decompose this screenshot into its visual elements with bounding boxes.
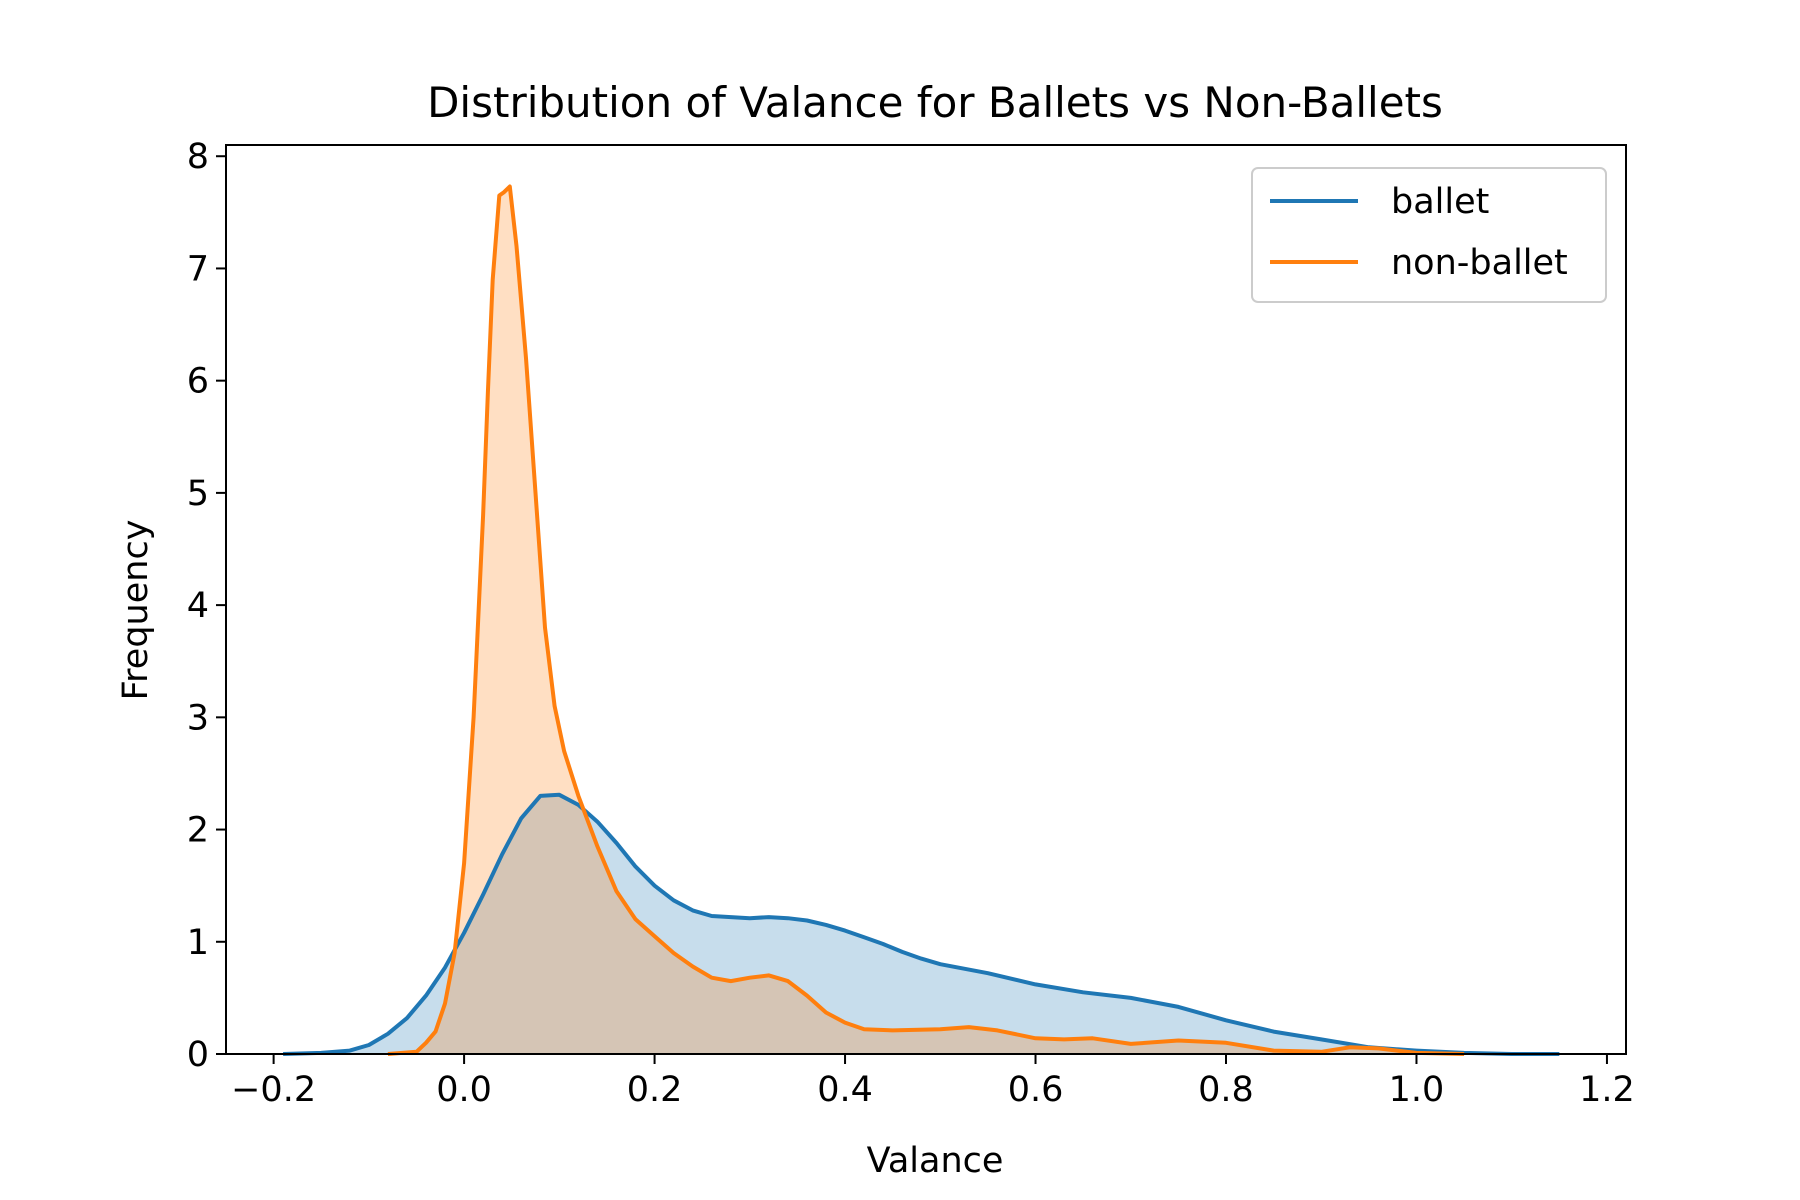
series-area-non-ballet	[387, 186, 1465, 1054]
y-tick-label: 6	[187, 362, 209, 402]
x-tick-label: 0.4	[817, 1070, 873, 1110]
y-tick-label: 2	[187, 811, 209, 851]
legend: ballet non-ballet	[1251, 167, 1607, 303]
x-tick-label: 1.2	[1579, 1070, 1635, 1110]
x-tick-label: 0.2	[627, 1070, 683, 1110]
plot-fill-layer	[283, 186, 1560, 1054]
plot-area-frame	[225, 144, 1627, 1055]
x-tick-label: 0.0	[436, 1070, 492, 1110]
x-axis-label: Valance	[867, 1141, 1004, 1181]
y-tick-label: 8	[187, 137, 209, 177]
series-line-ballet	[283, 792, 1560, 1056]
y-tick-label: 3	[187, 698, 209, 738]
y-axis-ticks: 0 1 2 3 4 5 6 7 8	[187, 137, 226, 1075]
plot-line-layer	[283, 184, 1560, 1056]
legend-label-ballet: ballet	[1391, 182, 1489, 222]
y-axis-label: Frequency	[116, 520, 156, 701]
chart-title: Distribution of Valance for Ballets vs N…	[427, 78, 1443, 127]
x-tick-label: −0.2	[231, 1070, 316, 1110]
x-tick-label: 0.6	[1008, 1070, 1064, 1110]
y-tick-label: 1	[187, 923, 209, 963]
x-tick-label: 1.0	[1389, 1070, 1445, 1110]
x-tick-label: 0.8	[1198, 1070, 1254, 1110]
series-line-non-ballet	[387, 184, 1465, 1056]
y-tick-label: 0	[187, 1035, 209, 1075]
y-tick-label: 4	[187, 586, 209, 626]
legend-label-non-ballet: non-ballet	[1391, 243, 1568, 283]
x-axis-ticks: −0.2 0.0 0.2 0.4 0.6 0.8 1.0 1.2	[231, 1054, 1635, 1110]
y-tick-label: 7	[187, 249, 209, 289]
y-tick-label: 5	[187, 474, 209, 514]
